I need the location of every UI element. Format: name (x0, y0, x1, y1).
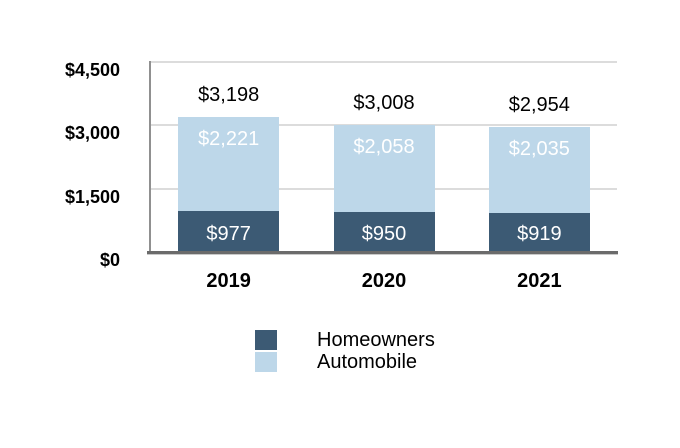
bar-2019-homeowners-segment: $977 (178, 210, 280, 252)
bar-2020-homeowners-segment: $950 (333, 211, 435, 252)
bar-2021: $2,035 $919 (488, 127, 590, 252)
chart-legend: Homeowners Automobile (255, 329, 435, 373)
x-label-2020: 2020 (361, 270, 407, 292)
bar-2021-homeowners-segment: $919 (488, 213, 590, 252)
bar-2020-automobile-value-label: $2,058 (353, 135, 415, 158)
legend-label-automobile: Automobile (317, 351, 418, 373)
legend-item-homeowners: Homeowners (255, 329, 435, 351)
bar-2019-total-label: $3,198 (198, 83, 260, 106)
x-axis-line (147, 251, 618, 255)
legend-swatch-automobile (255, 352, 277, 372)
bar-2020-automobile-segment: $2,058 (333, 124, 435, 212)
bar-2020: $2,058 $950 (333, 124, 435, 252)
y-tick-label-1500: $1,500 (64, 186, 120, 207)
x-label-2021: 2021 (517, 270, 562, 292)
x-label-2019: 2019 (206, 270, 251, 292)
bar-2021-homeowners-value-label: $919 (517, 222, 562, 245)
legend-item-automobile: Automobile (255, 351, 435, 373)
legend-label-homeowners: Homeowners (317, 329, 435, 351)
y-tick-label-3000: $3,000 (64, 123, 120, 144)
legend-swatch-homeowners (255, 330, 277, 350)
bar-2019-automobile-segment: $2,221 (178, 116, 280, 211)
bar-2021-total-label: $2,954 (508, 94, 570, 117)
bar-2020-total-label: $3,008 (353, 91, 415, 114)
bar-2019-homeowners-value-label: $977 (206, 222, 251, 245)
y-tick-label-4500: $4,500 (64, 60, 120, 80)
bar-2021-automobile-value-label: $2,035 (508, 138, 570, 161)
bar-2019: $2,221 $977 (178, 116, 280, 252)
bar-2021-automobile-segment: $2,035 (488, 127, 590, 214)
y-axis-line (149, 61, 151, 253)
bar-2019-automobile-value-label: $2,221 (198, 127, 260, 150)
y-tick-label-0: $0 (99, 250, 120, 270)
bar-2020-homeowners-value-label: $950 (361, 222, 407, 245)
gridline-4500 (151, 61, 617, 63)
